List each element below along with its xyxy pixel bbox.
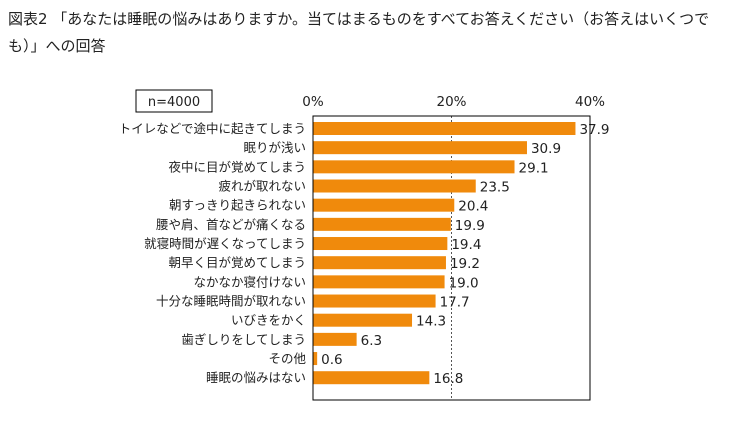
plot-area-frame — [312, 115, 591, 401]
x-tick-label: 20% — [436, 94, 466, 110]
x-tick-label: 40% — [575, 94, 605, 110]
category-label: 眠りが浅い — [243, 140, 306, 155]
bar — [313, 275, 445, 289]
category-label: 夜中に目が覚めてしまう — [168, 159, 306, 174]
bar — [313, 256, 446, 270]
category-label: いびきをかく — [231, 313, 306, 328]
bar — [313, 198, 455, 212]
value-label: 19.9 — [455, 218, 485, 234]
value-label: 17.7 — [440, 295, 470, 311]
bar — [313, 237, 448, 251]
category-label: その他 — [268, 351, 306, 366]
category-label: 朝すっきり起きられない — [169, 198, 306, 213]
category-label: 疲れが取れない — [218, 179, 306, 194]
category-label: 就寝時間が遅くなってしまう — [144, 236, 306, 251]
value-label: 19.0 — [449, 275, 479, 291]
category-label: 十分な睡眠時間が取れない — [156, 294, 306, 309]
bar — [313, 179, 476, 193]
bar — [313, 294, 436, 308]
category-label: 睡眠の悩みはない — [206, 370, 306, 385]
category-label: 歯ぎしりをしてしまう — [181, 332, 306, 347]
value-label: 29.1 — [519, 160, 549, 176]
bar — [313, 313, 413, 327]
value-label: 20.4 — [458, 199, 488, 215]
category-label: 腰や肩、首などが痛くなる — [156, 217, 306, 232]
value-label: 23.5 — [480, 180, 510, 196]
bar — [313, 217, 451, 231]
x-tick-label: 0% — [302, 94, 324, 110]
category-label: トイレなどで途中に起きてしまう — [119, 121, 306, 136]
value-label: 0.6 — [321, 352, 342, 368]
sample-size-box — [135, 89, 213, 113]
bar — [313, 141, 527, 155]
bar — [313, 371, 430, 385]
value-label: 19.2 — [450, 256, 480, 272]
category-label: 朝早く目が覚めてしまう — [168, 255, 306, 270]
value-label: 30.9 — [531, 141, 561, 157]
value-label: 6.3 — [361, 333, 382, 349]
value-label: 16.8 — [433, 371, 463, 387]
value-label: 14.3 — [416, 314, 446, 330]
figure-title: 図表2 「あなたは睡眠の悩みはありますか。当てはまるものをすべてお答えください（… — [8, 10, 710, 55]
category-label: なかなか寝付けない — [193, 274, 306, 289]
bar — [313, 160, 515, 174]
value-label: 37.9 — [579, 122, 609, 138]
bar — [313, 352, 318, 366]
value-label: 19.4 — [451, 237, 481, 253]
bar — [313, 332, 357, 346]
sample-size-label: n=4000 — [148, 95, 200, 110]
bar — [313, 122, 576, 135]
